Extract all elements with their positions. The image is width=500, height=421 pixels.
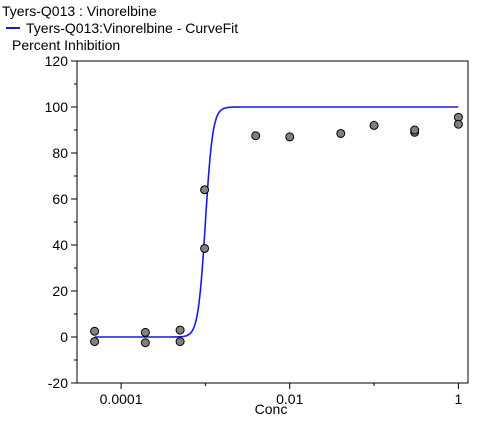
y-tick-label: 60 [52,191,68,207]
y-tick-label: -20 [48,375,68,391]
data-point [200,185,210,195]
data-point [175,325,185,335]
chart-title: Tyers-Q013 : Vinorelbine [2,3,157,19]
y-tick-label: 80 [52,145,68,161]
legend: Tyers-Q013:Vinorelbine - CurveFit [6,20,238,36]
data-point [336,128,346,138]
y-tick-label: 0 [60,329,68,345]
axes: 120 100 80 60 40 20 0 -20 0.0001 0.01 1 [45,53,469,407]
y-axis-label: Percent Inhibition [12,37,121,53]
data-point [410,125,420,135]
data-point [90,326,100,336]
data-point [251,131,261,141]
legend-label: Tyers-Q013:Vinorelbine - CurveFit [26,20,239,36]
points-layer [90,112,463,348]
x-axis-label: Conc [255,401,288,417]
x-tick-label: 1 [454,391,462,407]
y-tick-label: 120 [45,53,69,69]
data-point [453,119,463,129]
x-tick-label: 0.0001 [100,391,143,407]
legend-line-swatch [6,27,20,29]
data-point [140,338,150,348]
y-tick-label: 100 [45,99,69,115]
plot-frame [76,60,469,384]
y-tick-label: 20 [52,283,68,299]
data-point [90,337,100,347]
x-tick-label: 0.01 [276,391,303,407]
data-point [285,132,295,142]
data-point [175,337,185,347]
data-point [200,243,210,253]
y-tick-label: 40 [52,237,68,253]
data-point [369,120,379,130]
data-point [140,327,150,337]
fit-curve [94,106,459,338]
curve-layer [94,106,459,338]
